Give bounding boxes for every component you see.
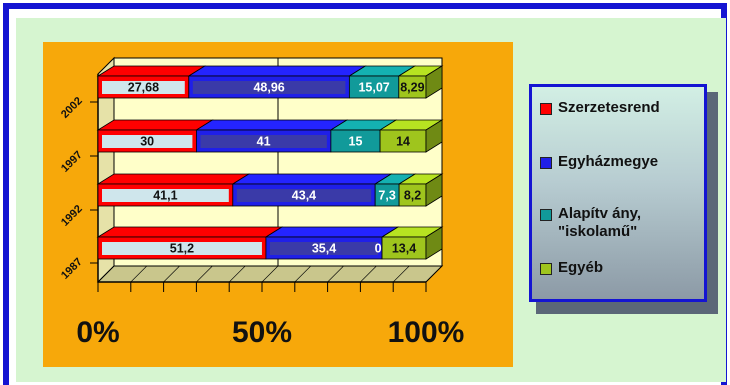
x-depth-tick <box>294 265 312 283</box>
data-label-1987-0: 51,2 <box>170 242 194 256</box>
frame-left-border <box>3 3 9 385</box>
legend-swatch-szerzetesrend <box>540 103 552 115</box>
legend-label-alapitvany-line2: "iskolamű" <box>558 223 638 240</box>
y-tick-label-1997: 1997 <box>59 149 85 175</box>
legend-item-szerzetesrend: Szerzetesrend <box>540 99 660 117</box>
bar-top-2002-1 <box>187 65 367 77</box>
x-depth-tick <box>327 265 344 283</box>
legend-swatch-egyeb <box>540 263 552 275</box>
bar-plate-1992-0 <box>102 189 229 202</box>
bar-side-1997-3 <box>425 119 443 153</box>
x-tick-label-100pct: 100% <box>388 316 465 349</box>
legend-label-szerzetesrend: Szerzetesrend <box>558 99 660 116</box>
data-label-1997-3: 14 <box>396 135 410 149</box>
data-label-1997-0: 30 <box>140 135 154 149</box>
legend-swatch-egyhazmegye <box>540 157 552 169</box>
data-label-2002-3: 8,29 <box>400 81 424 95</box>
bar-plate-1987-0 <box>102 242 262 255</box>
x-depth-tick <box>130 265 148 283</box>
data-label-1992-1: 43,4 <box>292 189 316 203</box>
data-label-1987-2: 0 <box>375 242 382 256</box>
legend-label-alapitvany-group: Alapítv ány, "iskolamű" <box>558 205 641 241</box>
data-label-2002-2: 15,07 <box>358 81 389 95</box>
bar-side-1992-3 <box>425 173 443 207</box>
x-depth-tick <box>261 265 279 283</box>
x-tick-label-50pct: 50% <box>232 316 292 349</box>
bar-plate-1997-0 <box>102 135 193 148</box>
bar-top-2002-0 <box>96 65 207 77</box>
x-depth-tick <box>360 265 377 283</box>
bar-top-1997-0 <box>96 119 214 131</box>
y-tick-label-1987: 1987 <box>59 256 85 282</box>
bar-top-1987-0 <box>96 226 284 238</box>
data-label-1997-1: 41 <box>257 135 271 149</box>
bar-top-1992-0 <box>96 173 251 185</box>
bar-plate-2002-0 <box>102 81 185 94</box>
y-tick-label-2002: 2002 <box>59 95 85 121</box>
bar-side-1987-3 <box>425 226 443 260</box>
legend: Szerzetesrend Egyházmegye Alapítv ány, "… <box>529 84 707 302</box>
x-depth-tick <box>196 265 213 283</box>
legend-item-egyhazmegye: Egyházmegye <box>540 153 658 171</box>
x-depth-tick <box>97 265 115 283</box>
y-tick-label-1992: 1992 <box>59 203 85 229</box>
legend-label-alapitvany: Alapítv ány, <box>558 205 642 222</box>
x-depth-tick <box>228 265 246 283</box>
data-label-2002-0: 27,68 <box>128 81 159 95</box>
x-tick-label-0pct: 0% <box>76 316 119 349</box>
data-label-1992-2: 7,3 <box>378 189 395 203</box>
data-label-1992-3: 8,2 <box>404 189 421 203</box>
data-label-1997-2: 15 <box>349 135 363 149</box>
data-label-2002-1: 48,96 <box>253 81 284 95</box>
legend-item-egyeb: Egyéb <box>540 259 603 277</box>
data-label-1992-0: 41,1 <box>153 189 177 203</box>
bar-plate-2002-1 <box>192 81 346 94</box>
bar-plate-1997-1 <box>200 135 327 148</box>
x-depth-tick <box>163 265 180 283</box>
legend-item-alapitvany: Alapítv ány, "iskolamű" <box>540 205 641 241</box>
data-label-1987-3: 13,4 <box>392 242 416 256</box>
bar-top-1997-1 <box>195 119 349 131</box>
bar-side-2002-3 <box>425 65 443 99</box>
bar-top-1987-1 <box>264 226 400 238</box>
frame-top-border <box>3 3 727 9</box>
legend-label-egyeb: Egyéb <box>558 259 604 276</box>
legend-label-egyhazmegye: Egyházmegye <box>558 153 659 170</box>
data-label-1987-1: 35,4 <box>312 242 336 256</box>
bar-plate-1992-1 <box>236 189 372 202</box>
bar-plate-1987-1 <box>269 242 379 255</box>
legend-swatch-alapitvany <box>540 209 552 221</box>
x-depth-tick <box>392 265 410 283</box>
bar-top-1992-1 <box>231 173 393 185</box>
x-depth-tick <box>425 265 443 283</box>
